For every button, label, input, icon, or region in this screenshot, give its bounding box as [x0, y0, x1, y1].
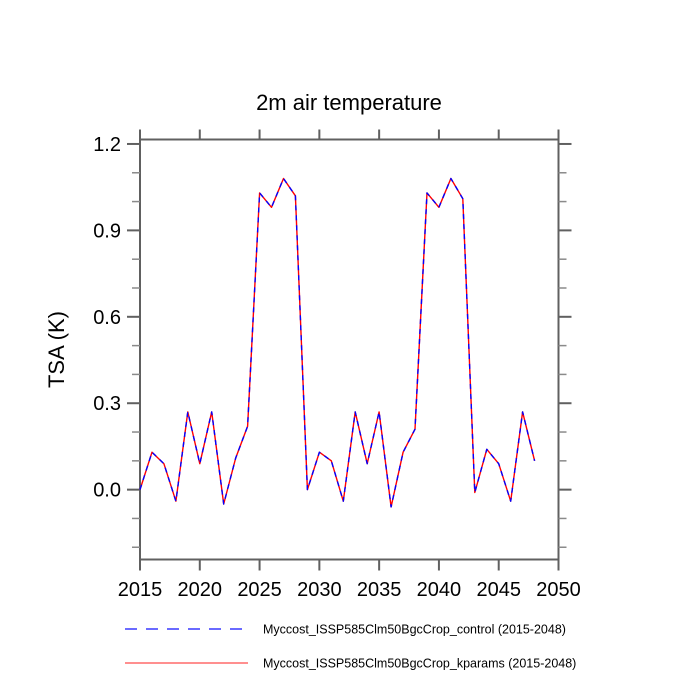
x-tick-label: 2015: [118, 579, 163, 601]
legend: Myccost_ISSP585Clm50BgcCrop_control (201…: [125, 623, 576, 671]
legend-label-control: Myccost_ISSP585Clm50BgcCrop_control (201…: [263, 623, 566, 637]
legend-label-kparams: Myccost_ISSP585Clm50BgcCrop_kparams (201…: [263, 657, 576, 671]
axis-frame: [139, 138, 560, 561]
plot-area: 2015 2020 2025 2030 2035 2040 2045 2050 0.0 0.3 0.…: [93, 129, 581, 601]
y-axis-title: TSA (K): [44, 311, 69, 388]
x-tick-label: 2040: [417, 579, 462, 601]
y-tick-label: 0.6: [93, 307, 121, 329]
x-tick-label: 2025: [237, 579, 282, 601]
x-tick-label: 2020: [178, 579, 223, 601]
y-tick-label: 1.2: [93, 134, 121, 156]
chart-title: 2m air temperature: [256, 90, 442, 115]
y-tick-label: 0.9: [93, 220, 121, 242]
y-tick-label: 0.0: [93, 480, 121, 502]
x-tick-label: 2030: [297, 579, 342, 601]
y-tick-label: 0.3: [93, 393, 121, 415]
x-tick-label: 2035: [357, 579, 402, 601]
x-tick-label: 2045: [476, 579, 521, 601]
series-line-kparams: [139, 177, 536, 508]
series-line-control: [139, 177, 536, 508]
x-tick-label: 2050: [536, 579, 581, 601]
